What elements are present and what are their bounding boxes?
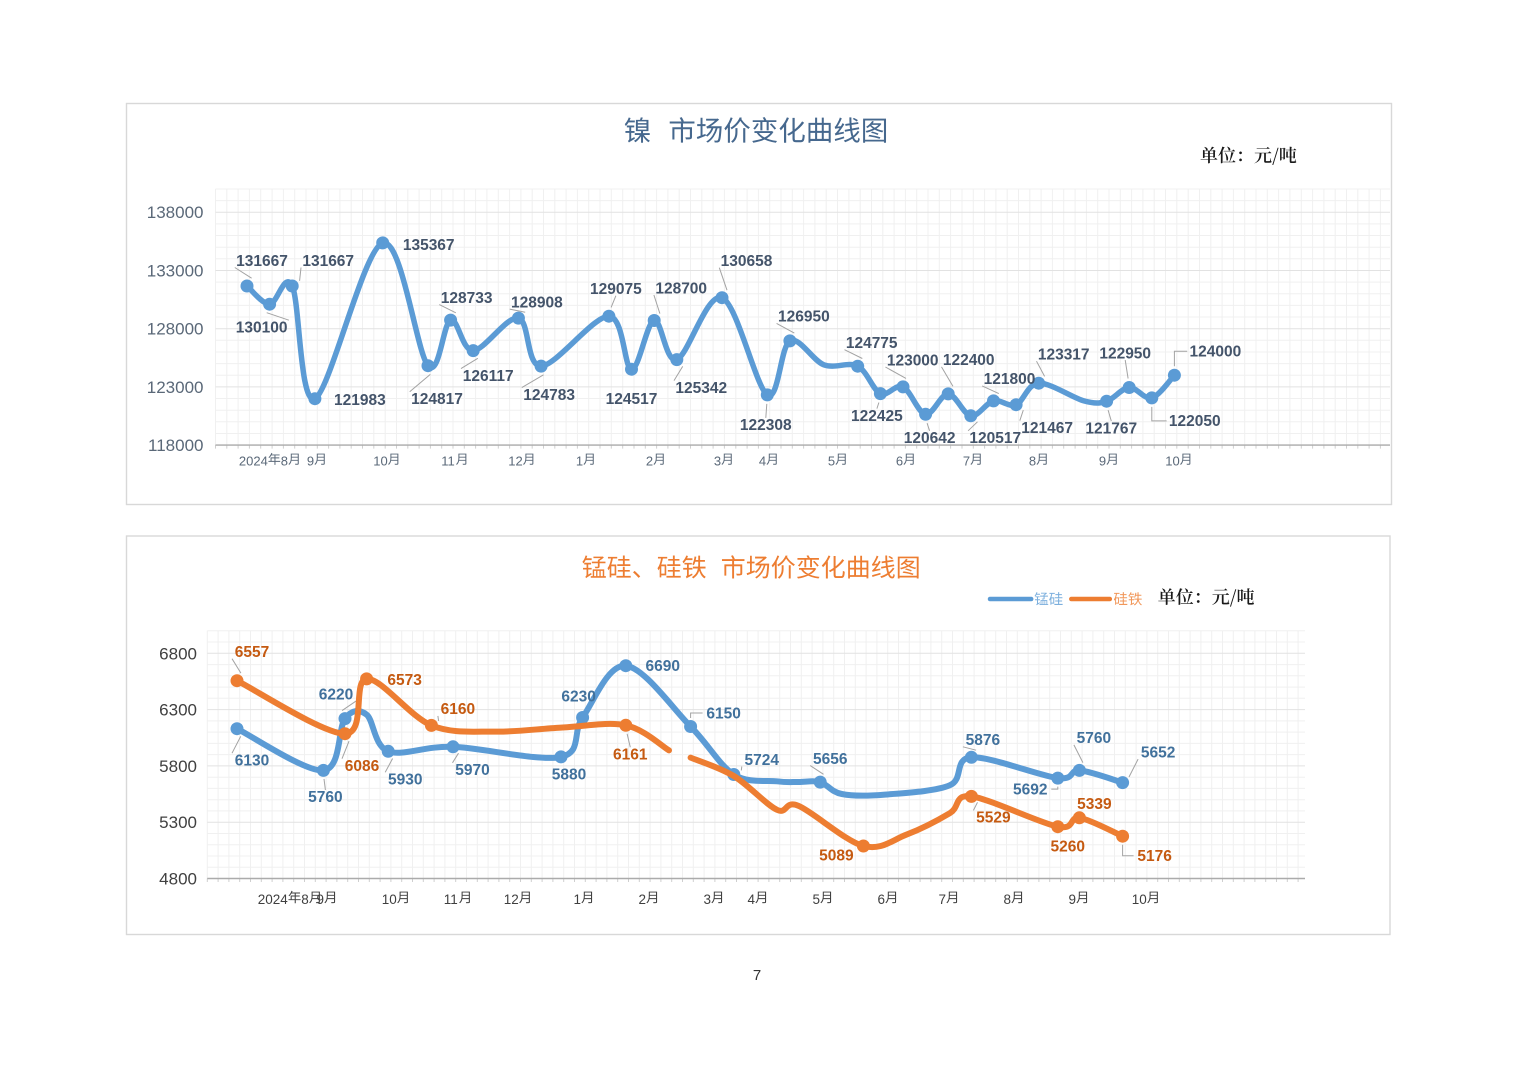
- svg-text:122308: 122308: [740, 417, 792, 434]
- svg-text:12: 12: [504, 892, 519, 907]
- svg-text:10: 10: [373, 454, 387, 469]
- svg-text:4: 4: [748, 892, 756, 907]
- svg-text:121800: 121800: [984, 371, 1036, 388]
- svg-text:5652: 5652: [1141, 744, 1175, 761]
- svg-text:5970: 5970: [455, 762, 489, 779]
- svg-text:5: 5: [828, 454, 835, 469]
- svg-text:10: 10: [382, 892, 397, 907]
- svg-text:121983: 121983: [334, 392, 386, 409]
- svg-text:5260: 5260: [1051, 839, 1085, 856]
- svg-text:135367: 135367: [403, 237, 455, 254]
- svg-text:6300: 6300: [159, 701, 197, 720]
- svg-text:123317: 123317: [1038, 347, 1090, 364]
- svg-text:124783: 124783: [523, 387, 575, 404]
- svg-text:7: 7: [963, 454, 970, 469]
- svg-text:9: 9: [317, 892, 325, 907]
- svg-text:9: 9: [1099, 454, 1106, 469]
- svg-text:5176: 5176: [1137, 848, 1172, 865]
- svg-text:123000: 123000: [147, 378, 204, 397]
- svg-text:5089: 5089: [819, 847, 854, 864]
- svg-text:129075: 129075: [590, 281, 642, 298]
- svg-text:6: 6: [878, 892, 886, 907]
- svg-text:6557: 6557: [235, 644, 269, 661]
- svg-text:6130: 6130: [235, 753, 269, 770]
- svg-text:124517: 124517: [606, 391, 658, 408]
- svg-text:1: 1: [576, 454, 583, 469]
- svg-text:121467: 121467: [1021, 420, 1073, 437]
- svg-text:11: 11: [444, 892, 458, 907]
- svg-text:10: 10: [1132, 892, 1147, 907]
- svg-text:128000: 128000: [147, 320, 204, 339]
- svg-text:126117: 126117: [463, 368, 514, 385]
- svg-text:3: 3: [704, 892, 712, 907]
- svg-text:8: 8: [1004, 892, 1012, 907]
- svg-text:131667: 131667: [236, 253, 288, 270]
- svg-text:8: 8: [1029, 454, 1036, 469]
- svg-text:122950: 122950: [1099, 345, 1151, 362]
- svg-text:10: 10: [1165, 454, 1179, 469]
- svg-text:123000: 123000: [887, 352, 939, 369]
- svg-text:2: 2: [639, 892, 647, 907]
- svg-text:2: 2: [646, 454, 653, 469]
- svg-text:130100: 130100: [236, 320, 288, 337]
- svg-text:6573: 6573: [387, 672, 422, 689]
- svg-text:126950: 126950: [778, 309, 830, 326]
- svg-text:3: 3: [714, 454, 721, 469]
- svg-text:5800: 5800: [159, 757, 197, 776]
- svg-text:5930: 5930: [388, 772, 422, 789]
- svg-text:5880: 5880: [552, 767, 586, 784]
- svg-text:5656: 5656: [813, 751, 848, 768]
- svg-text:11: 11: [441, 454, 455, 469]
- svg-text:7: 7: [939, 892, 947, 907]
- svg-text:6230: 6230: [561, 688, 595, 705]
- svg-text:138000: 138000: [147, 203, 204, 222]
- svg-text:12: 12: [508, 454, 522, 469]
- svg-text:6150: 6150: [706, 705, 740, 722]
- svg-text:122050: 122050: [1169, 413, 1221, 430]
- svg-text:5692: 5692: [1013, 781, 1047, 798]
- svg-text:120642: 120642: [904, 430, 956, 447]
- svg-text:122425: 122425: [851, 408, 903, 425]
- svg-text:120517: 120517: [969, 430, 1021, 447]
- svg-text:5: 5: [813, 892, 821, 907]
- svg-text:4800: 4800: [159, 870, 197, 889]
- svg-text:6: 6: [896, 454, 903, 469]
- svg-text:128908: 128908: [511, 294, 563, 311]
- svg-text:6086: 6086: [345, 758, 380, 775]
- svg-text:122400: 122400: [943, 352, 995, 369]
- svg-text:6220: 6220: [319, 686, 353, 703]
- svg-text:9: 9: [1069, 892, 1077, 907]
- svg-text:8: 8: [281, 454, 288, 469]
- svg-text:5529: 5529: [976, 810, 1011, 827]
- svg-text:6800: 6800: [159, 644, 197, 663]
- svg-text:8: 8: [301, 892, 309, 907]
- svg-text:128733: 128733: [441, 290, 493, 307]
- svg-text:121767: 121767: [1085, 420, 1137, 437]
- svg-text:6690: 6690: [646, 658, 680, 675]
- svg-text:124817: 124817: [411, 391, 463, 408]
- svg-text:130658: 130658: [721, 253, 773, 270]
- svg-text:5339: 5339: [1077, 796, 1112, 813]
- svg-text:6161: 6161: [613, 747, 648, 764]
- svg-text:5760: 5760: [1077, 730, 1111, 747]
- svg-text:5876: 5876: [966, 732, 1001, 749]
- svg-text:133000: 133000: [147, 262, 204, 281]
- svg-text:1: 1: [574, 892, 582, 907]
- svg-text:5300: 5300: [159, 813, 197, 832]
- svg-text:9: 9: [307, 454, 314, 469]
- svg-text:2024: 2024: [258, 892, 289, 907]
- svg-text:4: 4: [759, 454, 766, 469]
- svg-text:128700: 128700: [655, 280, 707, 297]
- svg-text:6160: 6160: [441, 701, 475, 718]
- svg-text:2024: 2024: [239, 454, 268, 469]
- svg-text:124000: 124000: [1190, 344, 1242, 361]
- svg-text:125342: 125342: [675, 380, 727, 397]
- svg-text:124775: 124775: [846, 335, 898, 352]
- svg-text:5760: 5760: [308, 789, 342, 806]
- svg-text:118000: 118000: [148, 436, 203, 455]
- svg-text:131667: 131667: [302, 253, 354, 270]
- svg-text:7: 7: [753, 967, 761, 984]
- svg-text:5724: 5724: [745, 752, 780, 769]
